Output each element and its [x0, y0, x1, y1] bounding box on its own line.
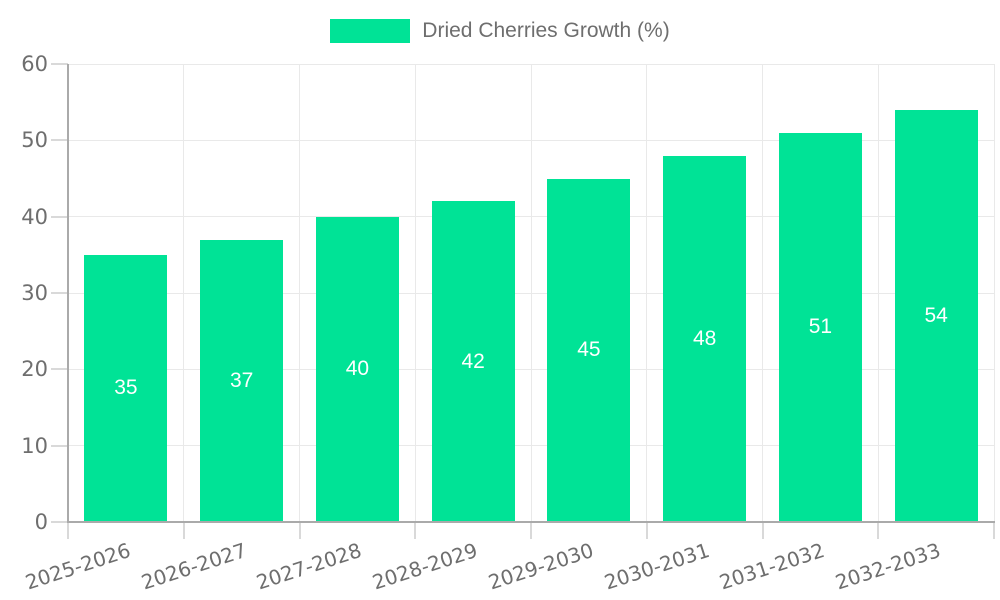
- x-tick-mark: [645, 522, 648, 539]
- legend-swatch-icon: [330, 19, 411, 43]
- x-tick-label: 2032-2033: [832, 538, 944, 595]
- x-tick-mark: [298, 522, 301, 539]
- x-tick-label: 2027-2028: [253, 538, 365, 595]
- plot-area: 35 37 40 42 45 48 51 54: [51, 63, 995, 539]
- bar[interactable]: 42: [431, 201, 515, 522]
- y-tick-label: 60: [21, 52, 48, 76]
- x-tick-mark: [993, 522, 995, 539]
- x-tick-mark: [414, 522, 417, 539]
- x-tick-label: 2028-2029: [369, 538, 481, 595]
- x-tick-label: 2025-2026: [22, 538, 134, 595]
- bar[interactable]: 51: [778, 132, 862, 522]
- y-tick-mark: [51, 444, 68, 447]
- legend-item[interactable]: Dried Cherries Growth (%): [330, 19, 670, 43]
- v-gridline: [762, 64, 763, 522]
- bar[interactable]: 37: [200, 239, 284, 522]
- x-tick-mark: [182, 522, 185, 539]
- bar[interactable]: 40: [315, 216, 399, 522]
- y-tick-mark: [51, 292, 68, 294]
- y-tick-mark: [51, 139, 68, 142]
- bar-value-label: 45: [577, 338, 601, 362]
- v-gridline: [183, 64, 185, 522]
- x-tick-mark: [761, 522, 764, 539]
- y-tick-label: 20: [21, 357, 48, 382]
- x-tick-mark: [877, 522, 880, 539]
- bar-value-label: 48: [692, 326, 717, 350]
- bar[interactable]: 45: [547, 178, 631, 522]
- x-tick-label: 2026-2027: [137, 538, 250, 595]
- bar[interactable]: 54: [894, 109, 978, 522]
- x-tick-mark: [67, 522, 69, 539]
- y-tick-label: 40: [21, 204, 48, 229]
- v-gridline: [530, 64, 532, 522]
- v-gridline: [877, 64, 879, 522]
- bar-value-label: 35: [114, 376, 138, 400]
- x-tick-label: 2031-2032: [716, 538, 828, 595]
- y-tick-label: 0: [34, 510, 48, 534]
- bar[interactable]: 48: [663, 155, 747, 522]
- bar-value-label: 40: [345, 357, 370, 381]
- y-tick-label: 10: [21, 433, 48, 458]
- v-gridline: [414, 64, 416, 522]
- x-axis-line: [67, 521, 995, 523]
- bar[interactable]: 35: [84, 254, 168, 522]
- legend: Dried Cherries Growth (%): [0, 19, 1000, 43]
- bar-value-label: 37: [229, 368, 254, 392]
- x-tick-mark: [530, 522, 532, 539]
- bar-value-label: 51: [808, 315, 833, 339]
- x-tick-label: 2029-2030: [485, 538, 597, 595]
- y-tick-label: 30: [21, 281, 48, 305]
- y-tick-mark: [51, 521, 68, 523]
- bar-value-label: 42: [461, 349, 485, 373]
- y-axis-line: [67, 64, 69, 522]
- x-tick-label: 2030-2031: [600, 538, 713, 595]
- y-tick-mark: [51, 215, 68, 218]
- y-tick-mark: [51, 368, 68, 371]
- legend-label: Dried Cherries Growth (%): [422, 19, 670, 42]
- v-gridline: [993, 64, 995, 522]
- v-gridline: [299, 64, 300, 522]
- v-gridline: [646, 64, 648, 522]
- bar-value-label: 54: [924, 303, 948, 327]
- y-tick-mark: [51, 63, 68, 65]
- y-tick-label: 50: [21, 128, 48, 153]
